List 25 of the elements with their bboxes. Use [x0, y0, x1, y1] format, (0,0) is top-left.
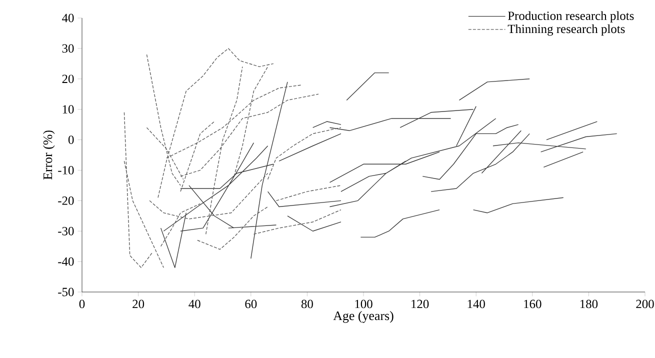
x-tick-label: 80: [301, 300, 313, 308]
x-tick-label: 180: [580, 300, 598, 308]
y-axis-title: Error (%): [43, 130, 55, 180]
y-tick-label: 0: [68, 136, 74, 144]
x-tick-label: 60: [245, 300, 257, 308]
x-tick-label: 160: [524, 300, 542, 308]
legend-label: Thinning research plots: [508, 24, 625, 36]
x-tick-label: 20: [132, 300, 144, 308]
y-tick-label: -10: [58, 166, 74, 174]
x-tick-label: 40: [188, 300, 200, 308]
y-tick-label: 40: [62, 14, 74, 22]
y-tick-label: 30: [62, 44, 74, 53]
y-tick-label: 10: [62, 105, 74, 114]
legend-label: Production research plots: [508, 11, 634, 23]
y-tick-label: -30: [58, 226, 74, 236]
x-axis-title: Age (years): [333, 311, 394, 323]
y-tick-label: -20: [58, 196, 74, 205]
y-tick-label: 20: [62, 74, 74, 84]
x-tick-label: 200: [636, 300, 654, 308]
x-tick-label: 140: [468, 300, 485, 308]
y-tick-label: -40: [58, 257, 74, 266]
x-tick-label: 100: [355, 300, 372, 308]
x-tick-label: 120: [412, 300, 429, 308]
x-tick-label: 0: [79, 300, 85, 308]
y-tick-label: -50: [58, 288, 74, 296]
